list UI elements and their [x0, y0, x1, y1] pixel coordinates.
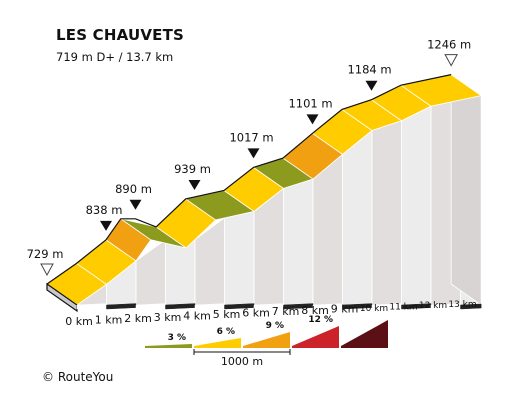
elevation-label: 890 m: [115, 182, 152, 196]
legend-swatch: [194, 338, 241, 348]
copyright-symbol: ©: [42, 370, 54, 384]
elevation-label: 729 m: [27, 247, 64, 261]
x-tick-label: 1 km: [95, 314, 123, 327]
legend-label: 9 %: [266, 321, 284, 331]
elevation-marker: [365, 80, 378, 91]
x-tick-label: 6 km: [242, 307, 270, 320]
x-tick-label: 8 km: [301, 304, 329, 317]
profile-side-panel: [224, 210, 255, 306]
x-tick-label: 3 km: [154, 311, 182, 324]
copyright-text: RouteYou: [57, 370, 114, 384]
legend-swatch: [292, 326, 339, 348]
profile-side-panel: [283, 178, 314, 306]
legend-swatch: [145, 344, 192, 348]
legend-swatch: [341, 320, 388, 348]
legend-label: 6 %: [217, 327, 235, 337]
elevation-label: 838 m: [86, 203, 123, 217]
profile-end-face: [450, 73, 482, 306]
legend-label: 12 %: [308, 315, 333, 325]
x-tick-label: 12 km: [419, 301, 447, 311]
scale-bar-label: 1000 m: [221, 355, 263, 368]
x-tick-label: 2 km: [124, 312, 152, 325]
x-tick-label: 5 km: [213, 308, 241, 321]
profile-side-panel: [371, 120, 402, 306]
elevation-marker: [306, 114, 319, 125]
x-tick-label: 11 km: [389, 303, 417, 313]
legend-label: 3 %: [168, 333, 186, 343]
elevation-marker: [129, 199, 142, 210]
elevation-marker: [247, 148, 260, 159]
legend-swatch: [243, 332, 290, 348]
x-tick-label: 9 km: [331, 302, 359, 315]
profile-side-panel: [312, 153, 343, 306]
profile-side-panel: [401, 105, 432, 306]
profile-side-panel: [342, 129, 373, 306]
elevation-marker: [188, 179, 201, 190]
elevation-label: 1246 m: [427, 38, 471, 52]
profile-start-face: [46, 282, 78, 313]
elevation-label: 1184 m: [347, 63, 391, 77]
elevation-marker: [40, 263, 54, 277]
x-tick-label: 7 km: [272, 305, 300, 318]
elevation-label: 1017 m: [229, 130, 273, 144]
profile-ridge-line: [46, 74, 452, 285]
elevation-label: 1101 m: [288, 96, 332, 110]
copyright-notice: © RouteYou: [42, 370, 113, 384]
chart-subtitle: 719 m D+ / 13.7 km: [56, 50, 174, 64]
elevation-label: 939 m: [174, 162, 211, 176]
km-band-block: [460, 303, 482, 310]
x-tick-label: 10 km: [360, 304, 388, 314]
elevation-marker: [100, 220, 112, 231]
x-tick-label: 0 km: [65, 315, 93, 328]
x-tick-label: 4 km: [183, 309, 211, 322]
profile-side-panel: [165, 239, 196, 306]
x-tick-label: 13 km: [448, 300, 476, 310]
chart-title: LES CHAUVETS: [56, 26, 185, 44]
elevation-marker: [444, 54, 458, 67]
